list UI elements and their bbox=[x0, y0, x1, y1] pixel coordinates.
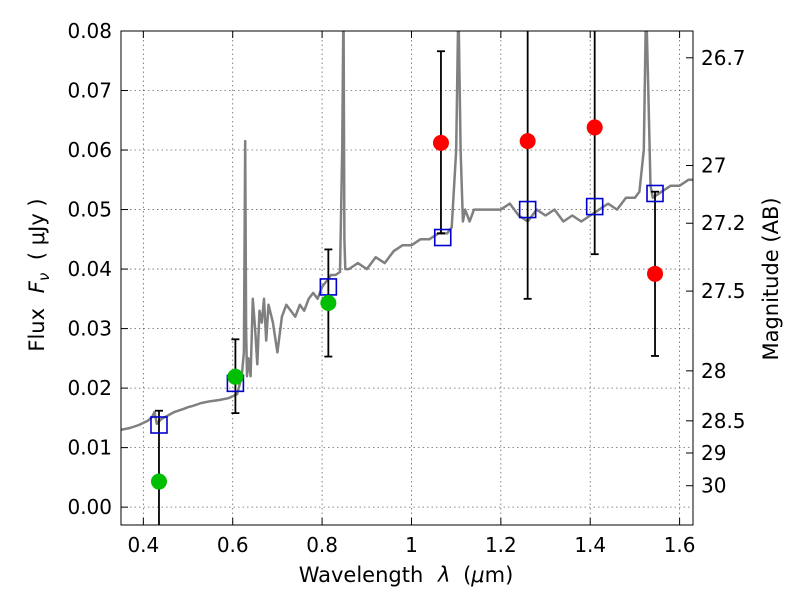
y2-tick-label: 26.7 bbox=[701, 46, 746, 70]
y-tick-label: 0.00 bbox=[67, 495, 112, 519]
y2-axis-label: Magnitude (AB) bbox=[759, 197, 783, 360]
y2-tick-label: 30 bbox=[701, 474, 726, 498]
x-axis-label: Wavelength λ (μm) bbox=[299, 563, 514, 587]
red-point bbox=[586, 119, 603, 136]
y-tick-label: 0.05 bbox=[67, 198, 112, 222]
x-axis-label-unit-open: ( bbox=[463, 563, 471, 587]
y-axis-label-unit: ( μJy ) bbox=[25, 198, 49, 260]
y-tick-label: 0.08 bbox=[67, 19, 112, 43]
y2-tick-label: 27.2 bbox=[701, 211, 746, 235]
square-markers bbox=[150, 184, 664, 434]
x-tick-label: 1.6 bbox=[664, 533, 696, 557]
x-tick-label: 0.8 bbox=[306, 533, 338, 557]
red-point bbox=[432, 134, 449, 151]
y-tick-label: 0.01 bbox=[67, 436, 112, 460]
y2-tick-label: 28.5 bbox=[701, 409, 746, 433]
axis-ticks: 0.4 0.6 0.8 1 1.2 1.4 1.6 0.00 0.01 0.02 0.03 0.04 0… bbox=[67, 19, 745, 557]
y-axis-label-symbol-sub: ν bbox=[35, 273, 53, 281]
square-point bbox=[646, 184, 664, 203]
y-tick-label: 0.03 bbox=[67, 317, 112, 341]
y-axis-label-symbol: F bbox=[25, 280, 49, 293]
x-tick-label: 1.4 bbox=[574, 533, 606, 557]
green-point bbox=[227, 368, 244, 385]
square-point bbox=[585, 197, 604, 216]
grid-lines bbox=[121, 30, 693, 525]
y2-tick-label: 29 bbox=[701, 441, 726, 465]
x-axis-label-symbol: λ bbox=[437, 563, 450, 587]
plot-frame bbox=[120, 30, 694, 526]
error-bars bbox=[154, 31, 660, 525]
green-point bbox=[150, 473, 167, 490]
red-markers bbox=[432, 119, 664, 282]
y-tick-label: 0.04 bbox=[67, 257, 112, 281]
square-point bbox=[150, 416, 168, 434]
x-tick-label: 0.4 bbox=[127, 533, 159, 557]
y2-tick-label: 27 bbox=[701, 154, 726, 178]
red-point bbox=[519, 133, 536, 150]
y2-tick-label: 27.5 bbox=[701, 279, 746, 303]
green-point bbox=[320, 294, 337, 311]
spectrum-line bbox=[121, 31, 693, 432]
x-axis-label-text: Wavelength bbox=[299, 563, 424, 587]
x-tick-label: 1.2 bbox=[485, 533, 517, 557]
x-tick-label: 0.6 bbox=[217, 533, 249, 557]
y2-tick-label: 28 bbox=[701, 359, 726, 383]
square-point bbox=[319, 278, 338, 296]
y-tick-label: 0.02 bbox=[67, 376, 112, 400]
square-point bbox=[518, 200, 537, 219]
square-point bbox=[433, 228, 452, 247]
green-markers bbox=[150, 294, 337, 490]
x-axis-label-unit-mu: μ bbox=[470, 563, 484, 587]
y-axis-label: Flux Fν ( μJy ) bbox=[25, 198, 54, 351]
y-tick-label: 0.06 bbox=[67, 138, 112, 162]
spectrum-series bbox=[121, 31, 693, 432]
x-axis-label-unit-rest: m) bbox=[485, 563, 514, 587]
y-tick-label: 0.07 bbox=[67, 79, 112, 103]
red-point bbox=[647, 265, 664, 282]
x-tick-label: 1 bbox=[405, 533, 418, 557]
y-axis-label-text: Flux bbox=[25, 308, 49, 352]
